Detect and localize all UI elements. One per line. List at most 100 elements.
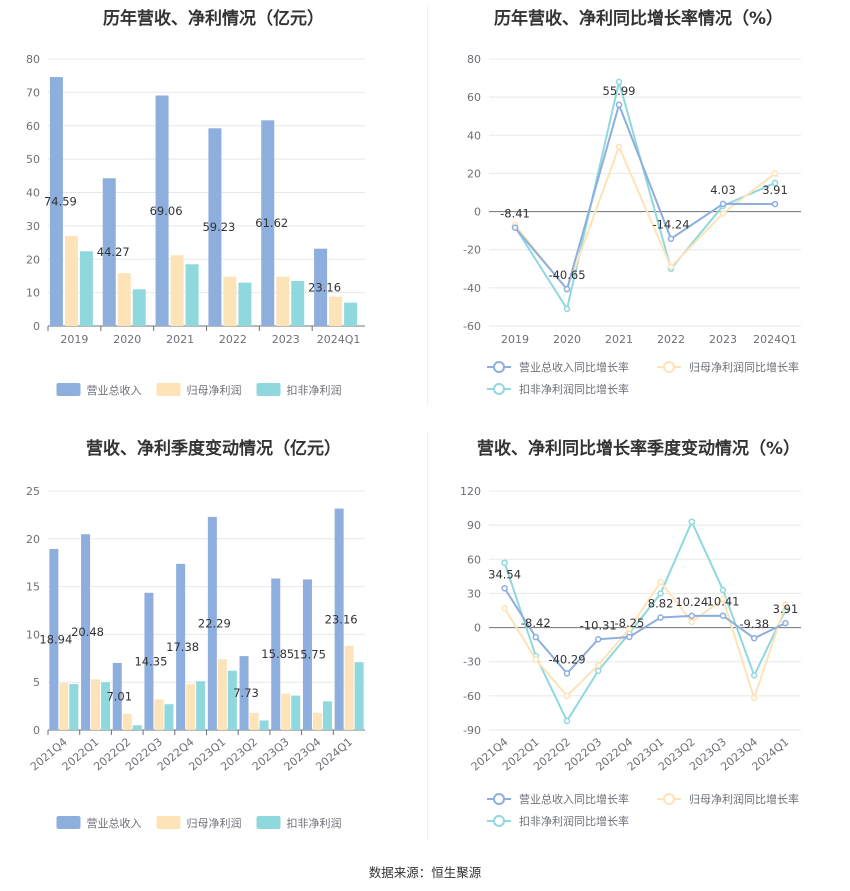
x-tick-label: 2023 <box>272 333 300 346</box>
bar <box>281 693 291 730</box>
series-line <box>514 101 776 292</box>
series-point <box>626 633 633 641</box>
y-tick-label: 30 <box>467 587 481 600</box>
series-point <box>688 518 696 525</box>
bar <box>344 645 354 730</box>
y-tick-label: 80 <box>26 53 40 66</box>
bar <box>291 695 301 730</box>
series-point <box>563 305 571 313</box>
bar-value-label: 14.35 <box>134 654 167 668</box>
bar <box>117 273 131 326</box>
y-tick-label: 60 <box>467 91 481 104</box>
series-point <box>532 633 540 641</box>
point-value-label: -40.29 <box>548 652 585 666</box>
bar-value-label: 15.75 <box>293 648 326 662</box>
series-line <box>503 519 787 723</box>
y-tick-label: 0 <box>474 206 481 219</box>
y-tick-label: 20 <box>26 253 40 266</box>
bar <box>208 128 222 326</box>
point-value-label: -8.25 <box>615 616 645 630</box>
x-tick-label: 2019 <box>60 333 88 346</box>
series-line <box>503 587 786 675</box>
x-tick-label: 2021 <box>166 333 194 346</box>
x-tick-label: 2020 <box>113 333 141 346</box>
chart-title: 营收、净利季度变动情况（亿元） <box>86 439 341 459</box>
bar-value-label: 23.16 <box>325 612 358 626</box>
bar <box>155 95 169 326</box>
series-point <box>782 619 789 627</box>
y-tick-label: 120 <box>460 485 481 498</box>
point-value-label: 8.82 <box>648 597 674 611</box>
bar-value-label: 7.73 <box>233 686 259 700</box>
point-value-label: -8.42 <box>521 616 551 630</box>
y-tick-label: 0 <box>33 320 40 333</box>
series-point <box>511 224 519 231</box>
y-tick-label: 30 <box>26 220 40 233</box>
bar <box>302 579 312 730</box>
series-point <box>657 590 664 597</box>
y-tick-label: -60 <box>463 690 481 703</box>
legend-marker <box>493 361 505 373</box>
series-point <box>615 101 623 109</box>
series-point <box>501 604 508 612</box>
legend-label: 营业总收入同比增长率 <box>519 792 629 806</box>
bar <box>185 264 199 326</box>
bar <box>249 712 259 730</box>
x-tick-label: 2019 <box>501 333 529 346</box>
series-point <box>719 210 727 217</box>
bar <box>64 235 78 326</box>
x-tick-label: 2024Q1 <box>317 333 361 346</box>
y-tick-label: 20 <box>26 533 40 546</box>
series-point <box>532 656 540 663</box>
legend-label: 扣非净利润 <box>287 383 342 397</box>
series-point <box>771 179 779 187</box>
y-tick-label: -40 <box>463 282 481 295</box>
bar-value-label: 69.06 <box>150 204 183 218</box>
x-tick-label: 2021 <box>605 333 633 346</box>
panel-divider-bottom <box>427 432 428 840</box>
series-line <box>514 81 776 312</box>
y-tick-label: 10 <box>26 287 40 300</box>
series-point <box>626 625 633 632</box>
bar <box>49 77 63 326</box>
x-tick-label: 2020 <box>553 333 581 346</box>
bar <box>186 684 196 730</box>
x-tick-label: 2023 <box>709 333 737 346</box>
series-point <box>719 200 727 208</box>
bar-value-label: 7.01 <box>106 689 132 703</box>
legend-swatch <box>256 816 281 829</box>
legend-label: 扣非净利润同比增长率 <box>519 814 629 828</box>
bar-value-label: 59.23 <box>202 220 235 234</box>
legend-marker <box>663 361 675 373</box>
bar <box>238 282 252 326</box>
series-point <box>657 614 664 621</box>
y-tick-label: 60 <box>467 553 481 566</box>
legend-marker <box>493 793 505 805</box>
series-point <box>771 170 779 177</box>
legend-marker <box>663 793 675 805</box>
series-point <box>771 200 779 208</box>
y-tick-label: -60 <box>463 320 481 333</box>
bar-value-label: 23.16 <box>308 280 341 294</box>
bar <box>102 178 116 326</box>
legend-swatch <box>156 383 181 396</box>
bar <box>196 681 206 730</box>
bar <box>344 302 358 326</box>
y-tick-label: 80 <box>467 53 481 66</box>
y-tick-label: 60 <box>26 120 40 133</box>
bar <box>132 725 142 730</box>
legend-label: 扣非净利润 <box>287 816 342 830</box>
bar <box>314 248 328 326</box>
point-value-label: 10.24 <box>675 595 708 609</box>
bar <box>207 516 217 730</box>
point-value-label: 3.91 <box>762 183 788 197</box>
bar <box>261 120 275 326</box>
series-point <box>563 717 571 725</box>
point-value-label: -40.65 <box>548 268 585 282</box>
bar-value-label: 17.38 <box>166 640 199 654</box>
x-tick-label: 2022 <box>657 333 685 346</box>
point-value-label: 55.99 <box>603 84 636 98</box>
bar <box>101 682 111 730</box>
legend-label: 营业总收入 <box>87 816 142 830</box>
legend-swatch <box>56 816 81 829</box>
